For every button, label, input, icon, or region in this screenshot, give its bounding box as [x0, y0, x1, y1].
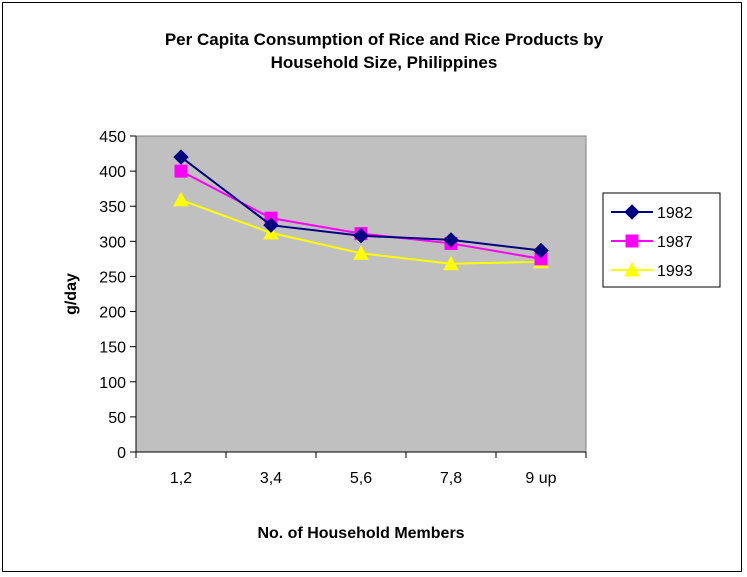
- y-tick-label: 150: [99, 340, 126, 357]
- legend-marker-1993: [624, 261, 640, 277]
- legend: 1982 1987 1993: [602, 192, 721, 288]
- data-point-1993: [353, 245, 369, 260]
- y-tick-label: 250: [99, 269, 126, 286]
- x-tick-label: 1,2: [170, 470, 192, 487]
- data-point-1993: [173, 191, 189, 207]
- chart-title-line-1: Per Capita Consumption of Rice and Rice …: [165, 30, 604, 49]
- y-tick-label: 400: [99, 164, 126, 181]
- legend-label-1982: 1982: [657, 205, 693, 222]
- x-tick-label: 7,8: [440, 470, 462, 487]
- legend-item-1982: 1982: [611, 204, 693, 222]
- y-tick-label: 100: [99, 375, 126, 392]
- legend-item-1993: 1993: [611, 261, 693, 280]
- data-point-1993: [443, 255, 459, 271]
- legend-item-1987: 1987: [611, 234, 693, 251]
- chart-title-line-2: Household Size, Philippines: [271, 53, 498, 72]
- data-point-1982: [263, 217, 279, 233]
- data-point-1982: [173, 149, 189, 165]
- x-axis-title: No. of Household Members: [257, 525, 464, 542]
- y-axis-title: g/day: [63, 273, 80, 315]
- y-tick-label: 450: [99, 129, 126, 146]
- series-1982: [173, 149, 549, 259]
- x-tick-label: 5,6: [350, 470, 372, 487]
- x-tick-label: 3,4: [260, 470, 282, 487]
- data-point-1982: [533, 242, 549, 259]
- y-tick-label: 0: [117, 445, 126, 462]
- legend-marker-1987: [625, 234, 639, 248]
- y-tick-label: 200: [99, 305, 126, 322]
- data-point-1987: [174, 164, 188, 178]
- x-axis: 1,2 3,4 5,6 7,8 9 up: [135, 451, 587, 487]
- data-point-1982: [443, 232, 459, 248]
- y-tick-label: 350: [99, 199, 126, 216]
- data-point-1982: [353, 228, 369, 244]
- legend-marker-1982: [624, 204, 640, 220]
- legend-label-1993: 1993: [657, 263, 693, 280]
- x-tick-label: 9 up: [525, 470, 556, 487]
- y-tick-label: 300: [99, 234, 126, 251]
- series-layer: [173, 149, 549, 271]
- chart-title: Per Capita Consumption of Rice and Rice …: [165, 30, 604, 72]
- y-axis: 0 50 100 150 200 250 300 350 400 450: [99, 129, 137, 462]
- legend-label-1987: 1987: [657, 234, 693, 251]
- plot-area: [135, 135, 587, 453]
- y-tick-label: 50: [108, 410, 126, 427]
